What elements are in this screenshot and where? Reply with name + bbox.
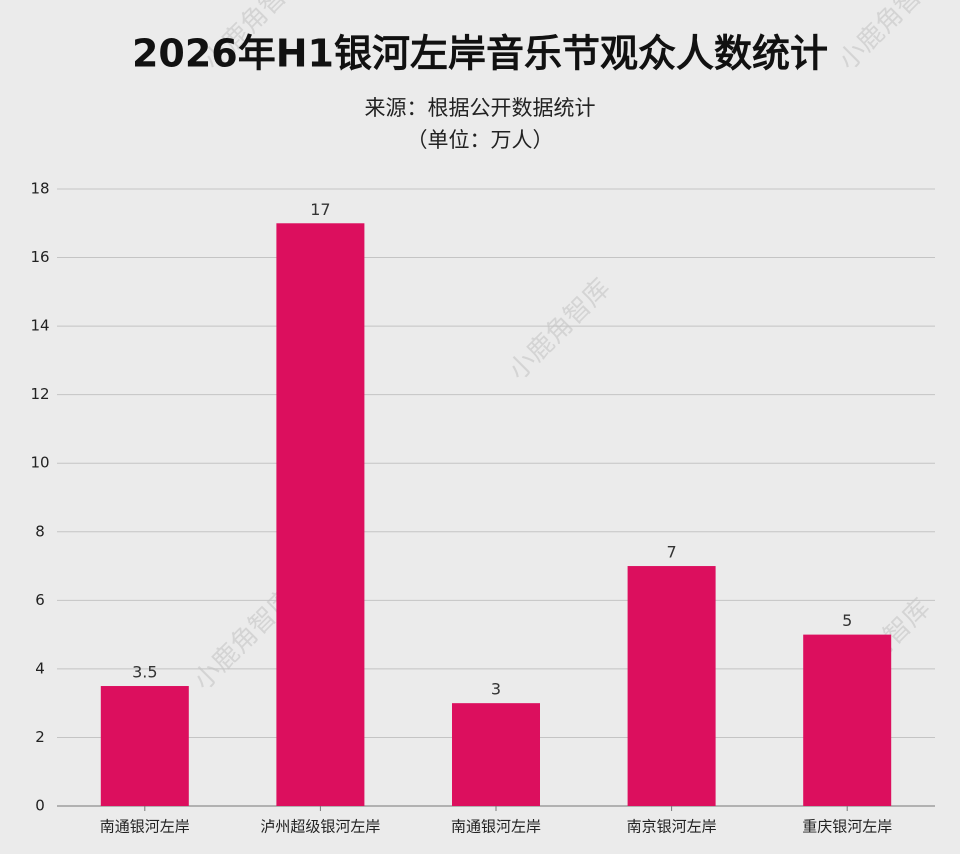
x-tick-label: 泸州超级银河左岸	[260, 818, 380, 836]
y-tick-label: 6	[35, 591, 45, 609]
y-tick-label: 4	[35, 659, 45, 677]
y-tick-label: 0	[35, 797, 45, 815]
x-tick-label: 南京银河左岸	[627, 818, 717, 836]
bar	[452, 703, 540, 806]
y-tick-label: 18	[30, 180, 49, 198]
x-tick-label: 南通银河左岸	[100, 818, 190, 836]
bar	[627, 566, 716, 806]
value-label: 17	[310, 200, 330, 219]
bar	[803, 634, 892, 806]
bar	[100, 686, 189, 806]
x-tick-label: 重庆银河左岸	[802, 818, 892, 836]
unit-note: （单位：万人）	[407, 128, 554, 152]
x-tick-label: 南通银河左岸	[451, 818, 541, 836]
value-label: 3	[491, 680, 501, 699]
y-tick-label: 2	[35, 728, 45, 746]
y-tick-label: 14	[30, 317, 49, 335]
y-tick-label: 16	[30, 248, 49, 266]
value-label: 5	[842, 611, 852, 630]
chart-title: 2026年H1银河左岸音乐节观众人数统计	[132, 32, 828, 76]
value-label: 3.5	[132, 663, 157, 682]
y-tick-label: 8	[35, 522, 45, 540]
chart-subtitle: 来源：根据公开数据统计	[365, 96, 596, 120]
y-tick-label: 10	[30, 454, 49, 472]
y-tick-label: 12	[30, 385, 49, 403]
bar	[276, 223, 365, 806]
value-label: 7	[667, 543, 677, 562]
